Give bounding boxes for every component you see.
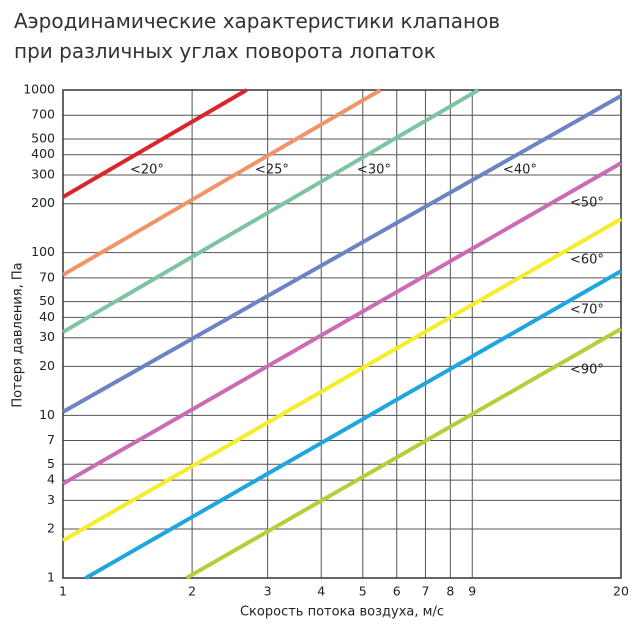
series-line: [61, 88, 248, 199]
y-tick-label: 5: [47, 456, 55, 471]
line-label: <30°: [357, 163, 391, 178]
y-tick-label: 70: [39, 269, 55, 284]
series-line: [62, 161, 622, 486]
y-tick-label: 1: [47, 570, 55, 585]
line-label: <25°: [255, 163, 289, 178]
series-line: [62, 94, 622, 414]
y-axis-label: Потеря давления, Па: [11, 262, 26, 407]
y-tick-label: 30: [39, 329, 55, 344]
x-tick-label: 4: [317, 584, 325, 599]
x-tick-label: 6: [393, 584, 401, 599]
x-tick-label: 1: [59, 584, 67, 599]
x-tick-label: 5: [359, 584, 367, 599]
line-label: <20°: [130, 163, 164, 178]
x-tick-label: 3: [264, 584, 272, 599]
series-line: [62, 217, 622, 543]
x-tick-label: 2: [188, 584, 196, 599]
series-line: [84, 269, 622, 580]
y-tick-label: 50: [39, 293, 55, 308]
x-tick-label: 9: [468, 584, 476, 599]
x-tick-label: 8: [446, 584, 454, 599]
series-line: [185, 327, 622, 580]
y-tick-label: 2: [47, 521, 55, 536]
line-label: <70°: [570, 303, 604, 318]
line-label: <50°: [570, 196, 604, 211]
y-tick-label: 200: [31, 195, 55, 210]
y-tick-label: 4: [47, 472, 55, 487]
y-tick-label: 500: [31, 130, 55, 145]
y-tick-label: 20: [39, 358, 55, 373]
y-tick-label: 40: [39, 309, 55, 324]
y-tick-label: 10: [39, 407, 55, 422]
y-tick-label: 700: [31, 107, 55, 122]
x-axis-label: Скорость потока воздуха, м/с: [240, 605, 444, 620]
x-tick-label: 20: [613, 584, 629, 599]
line-label: <60°: [570, 253, 604, 268]
series-line: [61, 88, 382, 277]
y-tick-label: 100: [31, 244, 55, 259]
y-tick-label: 400: [31, 146, 55, 161]
chart-title: при различных углах поворота лопаток: [14, 39, 436, 63]
chart-title: Аэродинамические характеристики клапанов: [14, 9, 500, 33]
y-tick-label: 1000: [23, 82, 55, 97]
plot-frame: [62, 89, 622, 579]
y-tick-label: 7: [47, 432, 55, 447]
x-tick-label: 7: [421, 584, 429, 599]
line-label: <40°: [503, 163, 537, 178]
series-line: [61, 88, 480, 334]
line-label: <90°: [570, 363, 604, 378]
y-tick-label: 3: [47, 492, 55, 507]
y-tick-label: 300: [31, 167, 55, 182]
